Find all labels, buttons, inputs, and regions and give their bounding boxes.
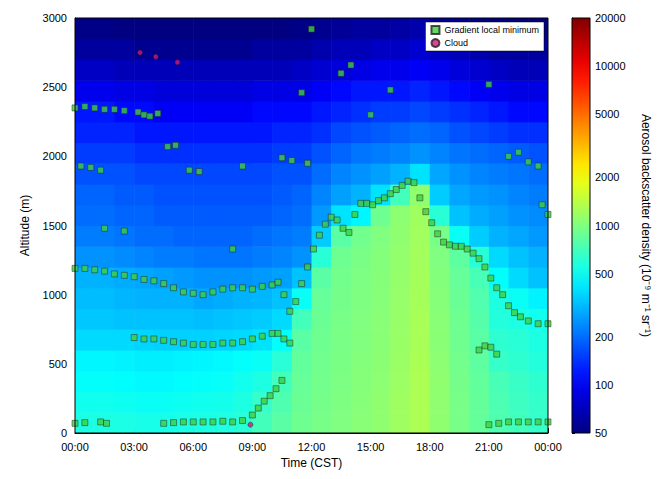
- svg-text:500: 500: [595, 268, 613, 280]
- svg-text:200: 200: [595, 331, 613, 343]
- svg-text:21:00: 21:00: [475, 441, 503, 453]
- svg-text:00:00: 00:00: [534, 441, 562, 453]
- svg-text:Gradient local minimum: Gradient local minimum: [444, 25, 539, 35]
- svg-text:18:00: 18:00: [416, 441, 444, 453]
- svg-text:12:00: 12:00: [298, 441, 326, 453]
- svg-text:Time (CST): Time (CST): [281, 456, 343, 470]
- svg-text:50: 50: [595, 427, 607, 439]
- svg-text:Aerosol backscatter density (1: Aerosol backscatter density (10⁻⁹ m⁻¹ sr…: [639, 114, 653, 337]
- svg-text:10000: 10000: [595, 60, 626, 72]
- svg-text:06:00: 06:00: [179, 441, 207, 453]
- svg-text:3000: 3000: [43, 12, 67, 24]
- svg-text:2500: 2500: [43, 81, 67, 93]
- svg-text:09:00: 09:00: [239, 441, 267, 453]
- svg-text:Altitude (m): Altitude (m): [18, 195, 32, 256]
- svg-text:2000: 2000: [43, 150, 67, 162]
- svg-text:1000: 1000: [595, 220, 619, 232]
- svg-text:5000: 5000: [595, 108, 619, 120]
- svg-text:Cloud: Cloud: [444, 38, 468, 48]
- svg-text:500: 500: [49, 358, 67, 370]
- svg-text:00:00: 00:00: [61, 441, 89, 453]
- svg-text:03:00: 03:00: [120, 441, 148, 453]
- svg-text:0: 0: [61, 427, 67, 439]
- svg-text:1000: 1000: [43, 289, 67, 301]
- svg-text:1500: 1500: [43, 220, 67, 232]
- svg-text:100: 100: [595, 379, 613, 391]
- svg-text:20000: 20000: [595, 12, 626, 24]
- svg-text:2000: 2000: [595, 171, 619, 183]
- svg-text:15:00: 15:00: [357, 441, 385, 453]
